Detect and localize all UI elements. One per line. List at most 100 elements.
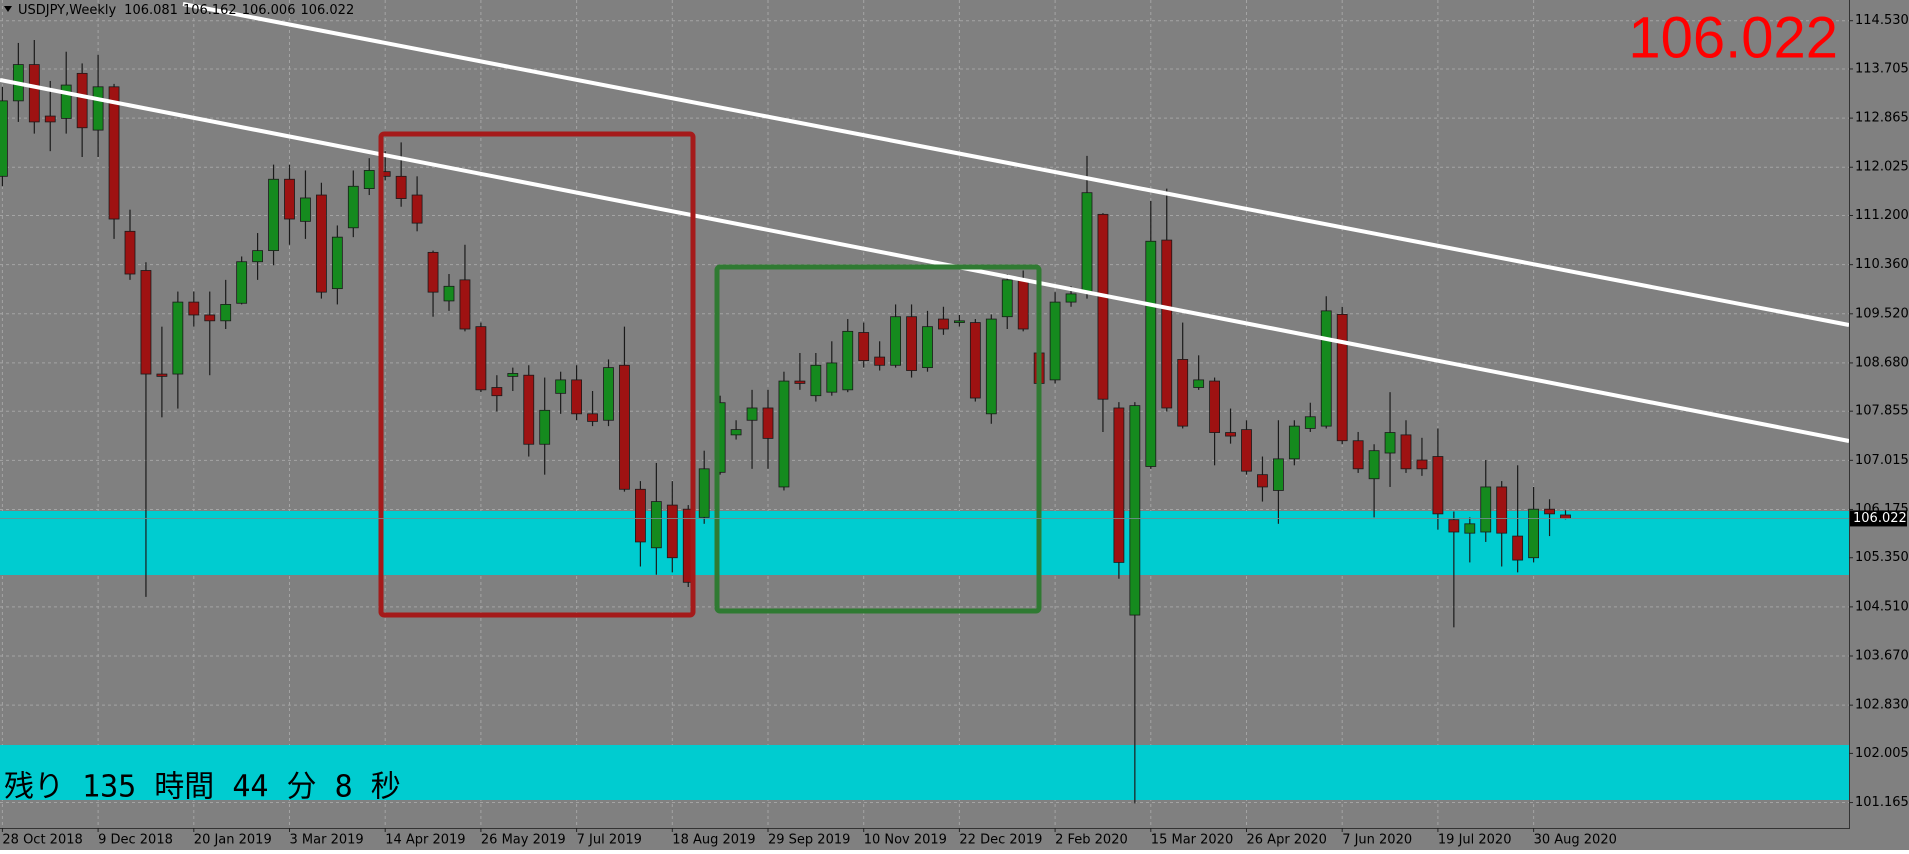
candle-body	[156, 373, 168, 377]
candle-body	[1544, 508, 1555, 515]
candle-body	[1113, 407, 1125, 563]
y-tick-label: 107.015	[1855, 453, 1909, 468]
candle-body	[1336, 313, 1348, 442]
candle-body	[635, 488, 646, 543]
price-tag	[1850, 510, 1907, 527]
candle-body	[44, 115, 56, 123]
big-price: 106.022	[1628, 5, 1838, 70]
header-value: 106.022	[300, 3, 354, 18]
candle-body	[1512, 535, 1524, 561]
candle-body	[730, 429, 742, 436]
menu-arrow[interactable]	[4, 6, 12, 12]
candle-body	[315, 194, 327, 293]
candle-body	[475, 326, 487, 391]
y-tick-label: 110.360	[1855, 257, 1909, 272]
candle-body	[1320, 310, 1332, 427]
candle-body	[1049, 301, 1061, 381]
candle-body	[746, 407, 758, 421]
candle-body	[858, 332, 870, 361]
candle-body	[794, 380, 806, 384]
candle-body	[140, 270, 152, 375]
candle-body	[906, 316, 917, 371]
candle-body	[874, 356, 886, 366]
candle-body	[1145, 240, 1157, 467]
countdown: 残り 135 時間 44 分 8 秒	[4, 770, 401, 805]
y-tick-label: 102.005	[1855, 746, 1909, 761]
x-tick-label: 15 Mar 2020	[1151, 833, 1233, 848]
y-tick-label: 113.705	[1855, 61, 1909, 76]
candle-body	[363, 170, 375, 190]
candle-body	[1288, 425, 1300, 460]
candle-body	[1368, 450, 1380, 480]
x-tick-label: 9 Dec 2018	[98, 833, 173, 848]
candle-body	[507, 373, 519, 377]
y-tick-label: 101.165	[1855, 795, 1909, 810]
range-box	[714, 264, 1042, 614]
candle-body	[603, 367, 614, 421]
candle-body	[491, 387, 503, 397]
candle-body	[1480, 486, 1492, 533]
candle-body	[92, 86, 104, 131]
y-tick-label: 108.680	[1855, 355, 1909, 370]
chart-header: USDJPY,Weekly 106.081 106.162 106.006 106.02…	[18, 3, 354, 18]
x-tick-label: 30 Aug 2020	[1534, 833, 1617, 848]
header-value: 106.006	[242, 3, 296, 18]
y-tick-label: 105.350	[1855, 550, 1909, 565]
candle-body	[28, 64, 40, 123]
candle-body	[698, 468, 710, 518]
candle-body	[1257, 474, 1268, 488]
x-tick-label: 14 Apr 2019	[385, 833, 465, 848]
candle-body	[1560, 514, 1571, 519]
candle-body	[810, 364, 822, 397]
x-tick-label: 22 Dec 2019	[959, 833, 1042, 848]
candle-body	[124, 230, 136, 275]
candle-body	[969, 322, 981, 399]
candle-body	[1001, 279, 1013, 318]
candle-body	[347, 185, 359, 229]
candle-body	[411, 194, 423, 224]
candle-body	[1416, 459, 1428, 470]
candle-body	[427, 251, 439, 293]
candle-body	[650, 501, 662, 549]
y-tick-label: 112.025	[1855, 160, 1909, 175]
candle-body	[1400, 434, 1412, 470]
candle-body	[890, 316, 901, 366]
candle-body	[539, 409, 551, 445]
candles	[0, 40, 1571, 804]
candle-body	[1273, 458, 1284, 491]
candle-body	[220, 304, 232, 322]
candle-body	[523, 374, 535, 445]
y-tick-label: 104.510	[1855, 599, 1909, 614]
candle-body	[1193, 379, 1205, 388]
candle-body	[555, 379, 567, 394]
candle-body	[1528, 508, 1539, 559]
range-box	[378, 131, 696, 618]
candle-body	[826, 362, 838, 393]
candle-body	[459, 279, 471, 330]
candle-body	[284, 178, 295, 220]
candle-body	[1464, 523, 1476, 534]
candle-body	[1209, 380, 1220, 433]
x-tick-label: 2 Feb 2020	[1055, 833, 1128, 848]
candle-body	[1161, 239, 1173, 409]
header-value: 106.162	[183, 3, 237, 18]
candle-body	[188, 301, 200, 316]
candle-body	[571, 379, 582, 415]
candle-body	[252, 250, 264, 263]
candle-body	[1129, 405, 1141, 616]
candle-body	[985, 318, 997, 415]
candle-body	[1352, 440, 1364, 470]
x-tick-label: 29 Sep 2019	[768, 833, 850, 848]
candle-body	[778, 380, 790, 488]
candle-body	[108, 86, 120, 220]
x-tick-label: 20 Jan 2019	[194, 833, 272, 848]
symbol-title: USDJPY,Weekly	[18, 3, 116, 18]
support-zone	[0, 745, 1849, 800]
candle-body	[1081, 192, 1093, 293]
axes: 114.530 113.705 112.865 112.025 111.200 110.3…	[0, 13, 1909, 848]
candle-body	[1017, 279, 1029, 330]
header-value: 106.081	[124, 3, 178, 18]
candle-body	[842, 330, 854, 391]
